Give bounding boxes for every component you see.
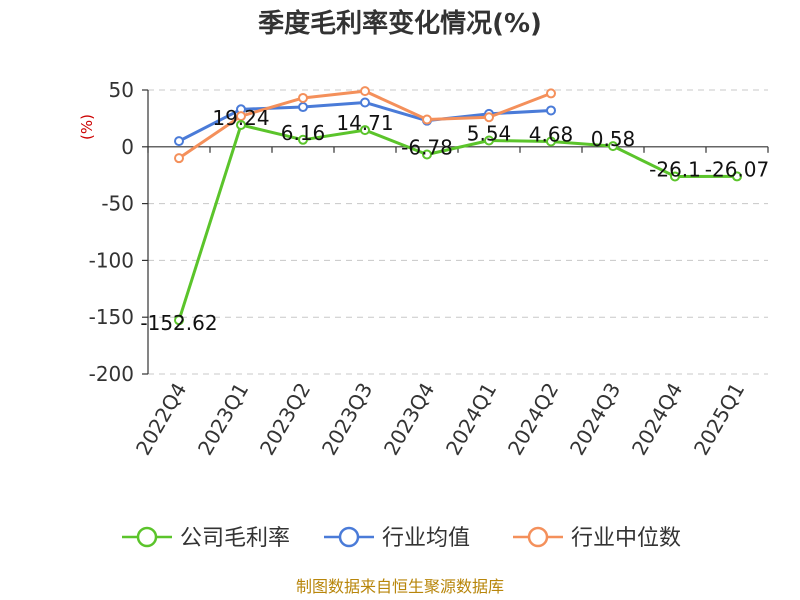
x-tick-label: 2024Q2	[503, 379, 563, 460]
axes	[142, 89, 769, 375]
y-tick-label: -50	[101, 192, 134, 216]
legend: 公司毛利率 行业均值 行业中位数	[122, 526, 681, 551]
y-axis-unit: (%)	[78, 114, 96, 140]
data-point	[360, 86, 370, 97]
data-point	[608, 141, 618, 152]
x-tick-label: 2023Q1	[193, 379, 253, 460]
x-tick-label: 2025Q1	[689, 379, 749, 460]
y-tick-label: 50	[109, 78, 134, 102]
legend-marker	[338, 526, 360, 548]
x-tick-label: 2022Q4	[131, 379, 191, 460]
data-label: 6.16	[281, 121, 326, 145]
y-tick-label: 0	[121, 135, 134, 159]
data-point	[298, 134, 308, 145]
data-point	[174, 315, 184, 326]
data-label: 5.54	[467, 122, 512, 146]
data-point	[546, 136, 556, 147]
data-point	[360, 97, 370, 108]
source-note: 制图数据来自恒生聚源数据库	[296, 577, 504, 596]
x-tick-label: 2024Q4	[627, 379, 687, 460]
data-point	[174, 136, 184, 147]
data-label: 19.24	[212, 106, 269, 130]
legend-entry: 行业中位数	[571, 526, 681, 551]
chart-title: 季度毛利率变化情况(%)	[258, 8, 542, 39]
x-tick-label: 2024Q1	[441, 379, 501, 460]
gridlines	[148, 89, 768, 375]
data-label: 14.71	[336, 111, 393, 135]
legend-marker	[527, 526, 549, 548]
x-tick-label: 2023Q4	[379, 379, 439, 460]
data-label: -152.62	[140, 311, 217, 335]
y-tick-label: -100	[89, 248, 134, 272]
data-point	[298, 102, 308, 113]
data-point	[546, 105, 556, 116]
data-labels: -152.62 19.24 6.16 14.71 -6.78 5.54 4.68 0.58 -2…	[140, 106, 769, 335]
data-point	[670, 171, 680, 182]
x-tick-labels: 2022Q4 2023Q1 2023Q2 2023Q3 2023Q4 2024Q1 2024…	[131, 379, 749, 460]
data-point	[236, 119, 246, 130]
data-point	[422, 149, 432, 160]
series-line-0	[177, 123, 738, 321]
data-point	[422, 114, 432, 125]
data-point	[484, 135, 494, 146]
data-label: -6.78	[401, 136, 453, 160]
data-label: -26.07	[705, 157, 769, 181]
legend-entry: 公司毛利率	[180, 526, 290, 551]
x-tick-label: 2024Q3	[565, 379, 625, 460]
series-lines	[174, 86, 742, 326]
data-point	[174, 153, 184, 164]
x-tick-label: 2023Q3	[317, 379, 377, 460]
y-tick-label: -150	[89, 305, 134, 329]
data-label: -26.1	[649, 157, 701, 181]
y-tick-labels: 50 0 -50 -100 -150 -200	[89, 78, 134, 386]
x-tick-label: 2023Q2	[255, 379, 315, 460]
data-label: 0.58	[591, 127, 636, 151]
data-label: 4.68	[529, 122, 574, 146]
data-point	[732, 171, 742, 182]
data-point	[546, 88, 556, 99]
data-point	[298, 92, 308, 103]
legend-entry: 行业均值	[382, 526, 470, 551]
data-point	[484, 112, 494, 123]
y-tick-label: -200	[89, 362, 134, 386]
legend-marker	[136, 526, 158, 548]
data-point	[360, 125, 370, 136]
